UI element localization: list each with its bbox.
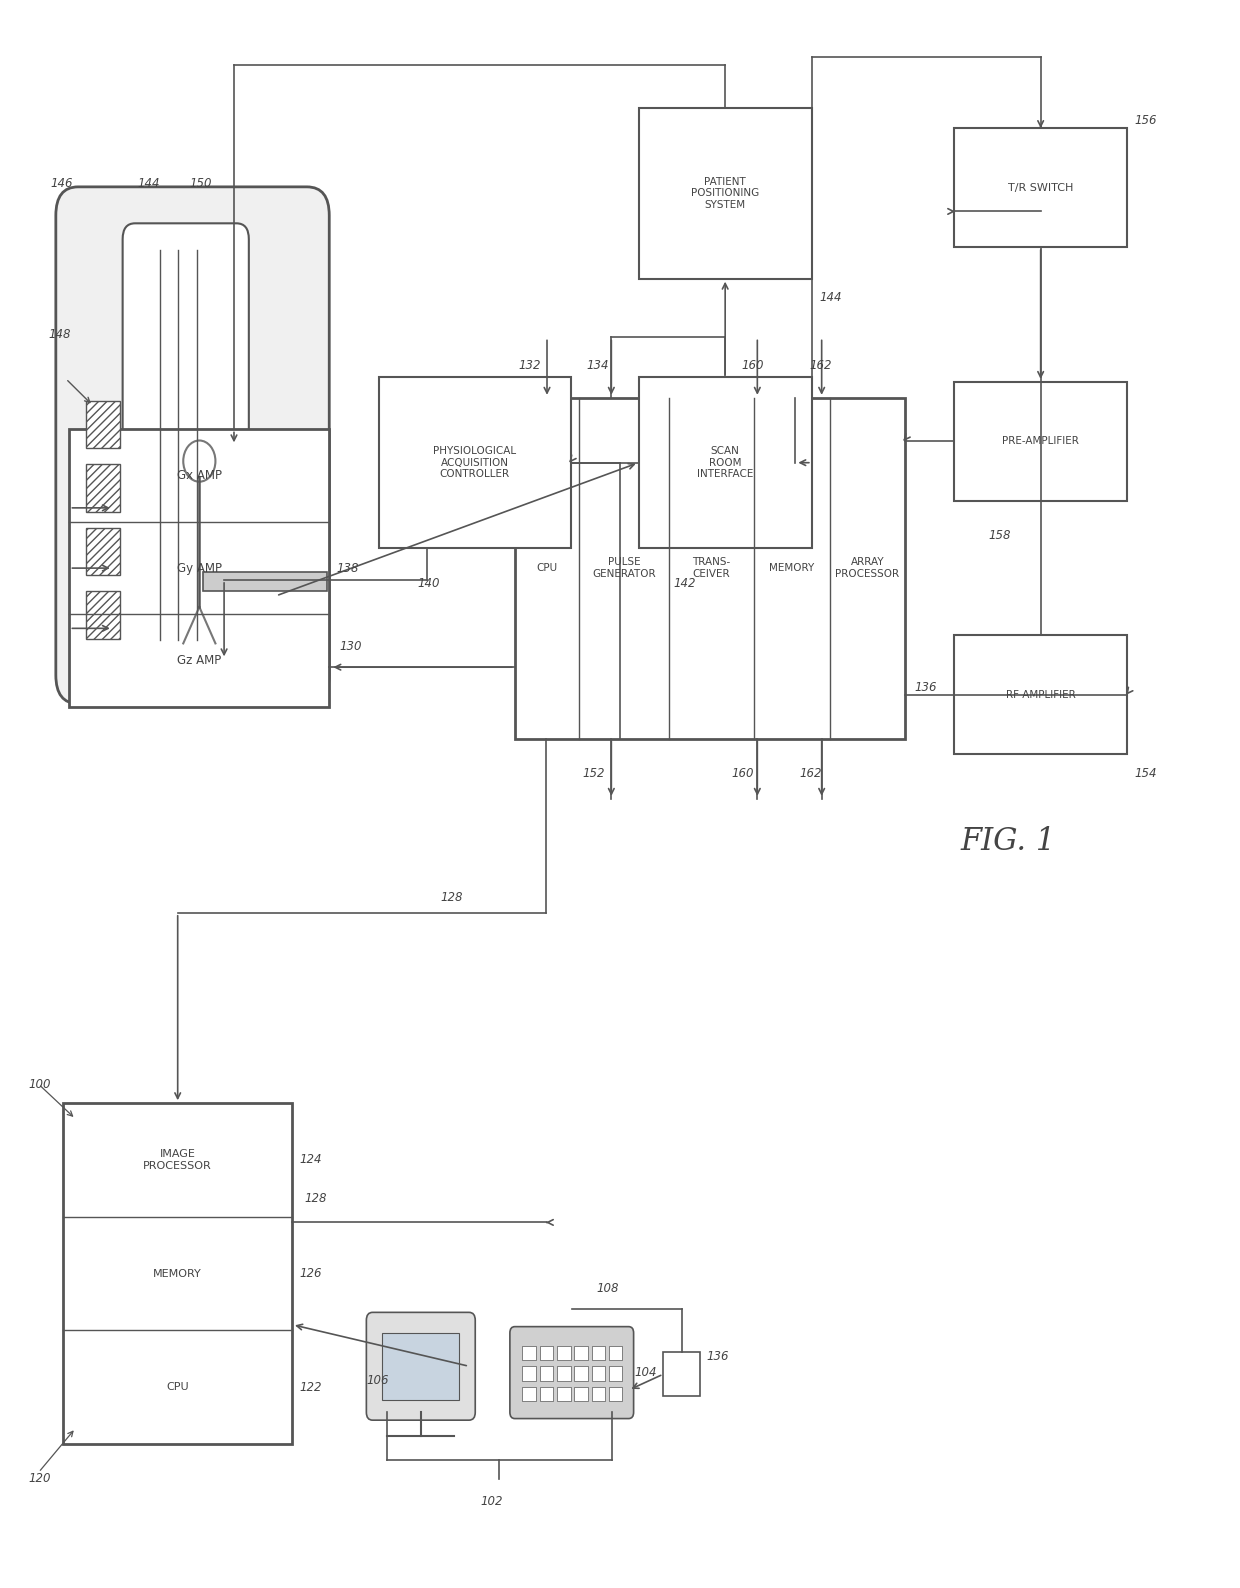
Bar [522, 1366, 536, 1380]
Bar [609, 1366, 622, 1380]
FancyBboxPatch shape [56, 187, 330, 703]
Text: 102: 102 [481, 1494, 503, 1507]
Text: 156: 156 [1135, 114, 1157, 127]
Text: 150: 150 [190, 178, 212, 191]
Text: 160: 160 [732, 767, 754, 780]
Text: PRE-AMPLIFIER: PRE-AMPLIFIER [1002, 437, 1079, 446]
Text: Gz AMP: Gz AMP [177, 654, 222, 667]
Text: 144: 144 [138, 178, 160, 191]
Text: 124: 124 [300, 1153, 322, 1167]
Text: PHYSIOLOGICAL
ACQUISITION
CONTROLLER: PHYSIOLOGICAL ACQUISITION CONTROLLER [433, 446, 516, 480]
Text: Gy AMP: Gy AMP [177, 562, 222, 575]
Text: 138: 138 [337, 562, 360, 575]
Text: 134: 134 [587, 359, 609, 373]
Text: 132: 132 [518, 359, 541, 373]
Bar [591, 1366, 605, 1380]
Bar [86, 527, 120, 575]
Bar [522, 1345, 536, 1359]
Text: 100: 100 [29, 1078, 51, 1091]
Text: 148: 148 [48, 327, 71, 341]
Bar [557, 1345, 570, 1359]
Text: 130: 130 [340, 640, 362, 653]
Bar [609, 1386, 622, 1401]
Bar [203, 572, 327, 591]
Text: SCAN
ROOM
INTERFACE: SCAN ROOM INTERFACE [697, 446, 754, 480]
Text: IMAGE
PROCESSOR: IMAGE PROCESSOR [144, 1150, 212, 1170]
Text: 104: 104 [635, 1366, 657, 1378]
Bar [954, 129, 1127, 248]
Text: 120: 120 [29, 1472, 51, 1485]
Text: 154: 154 [1135, 767, 1157, 780]
Text: 158: 158 [988, 529, 1011, 542]
Bar [591, 1386, 605, 1401]
Text: CPU: CPU [537, 564, 558, 573]
Text: 162: 162 [800, 767, 822, 780]
Text: 136: 136 [914, 681, 937, 694]
Bar [539, 1366, 553, 1380]
Text: ARRAY
PROCESSOR: ARRAY PROCESSOR [836, 557, 899, 580]
Text: PATIENT
POSITIONING
SYSTEM: PATIENT POSITIONING SYSTEM [691, 176, 759, 210]
Bar [574, 1386, 588, 1401]
Bar [539, 1345, 553, 1359]
Text: 128: 128 [440, 891, 463, 904]
Text: 128: 128 [305, 1193, 327, 1205]
Bar [515, 397, 904, 738]
Text: RF AMPLIFIER: RF AMPLIFIER [1006, 689, 1075, 700]
Bar [954, 381, 1127, 500]
Text: FIG. 1: FIG. 1 [960, 826, 1055, 858]
Text: 126: 126 [300, 1267, 322, 1280]
Bar [591, 1345, 605, 1359]
Text: Gx AMP: Gx AMP [177, 468, 222, 483]
Bar [378, 376, 570, 548]
Bar [86, 400, 120, 448]
Bar [522, 1386, 536, 1401]
Text: 106: 106 [366, 1374, 389, 1386]
Bar [69, 429, 330, 707]
Text: 160: 160 [742, 359, 764, 373]
Text: 142: 142 [673, 576, 696, 589]
Text: 140: 140 [417, 576, 440, 589]
Text: 108: 108 [596, 1282, 619, 1296]
Text: 162: 162 [810, 359, 832, 373]
Text: TRANS-
CEIVER: TRANS- CEIVER [692, 557, 730, 580]
FancyBboxPatch shape [123, 224, 249, 667]
Bar [954, 635, 1127, 754]
Bar [639, 108, 812, 279]
Text: 152: 152 [583, 767, 605, 780]
Bar [557, 1366, 570, 1380]
Bar [574, 1366, 588, 1380]
Bar [539, 1386, 553, 1401]
Text: MEMORY: MEMORY [769, 564, 815, 573]
Text: 146: 146 [51, 178, 73, 191]
Text: 122: 122 [300, 1380, 322, 1394]
Text: 136: 136 [707, 1350, 729, 1363]
Bar [609, 1345, 622, 1359]
Bar [382, 1332, 459, 1399]
Bar [557, 1386, 570, 1401]
Bar [663, 1351, 701, 1396]
Text: PULSE
GENERATOR: PULSE GENERATOR [593, 557, 656, 580]
Text: 144: 144 [820, 291, 842, 305]
Bar [86, 464, 120, 511]
Bar [574, 1345, 588, 1359]
FancyBboxPatch shape [366, 1312, 475, 1420]
Text: T/R SWITCH: T/R SWITCH [1008, 183, 1074, 192]
Text: MEMORY: MEMORY [154, 1269, 202, 1278]
Bar [86, 591, 120, 638]
FancyBboxPatch shape [510, 1326, 634, 1418]
Bar [63, 1104, 293, 1443]
Text: CPU: CPU [166, 1382, 188, 1393]
Bar [639, 376, 812, 548]
